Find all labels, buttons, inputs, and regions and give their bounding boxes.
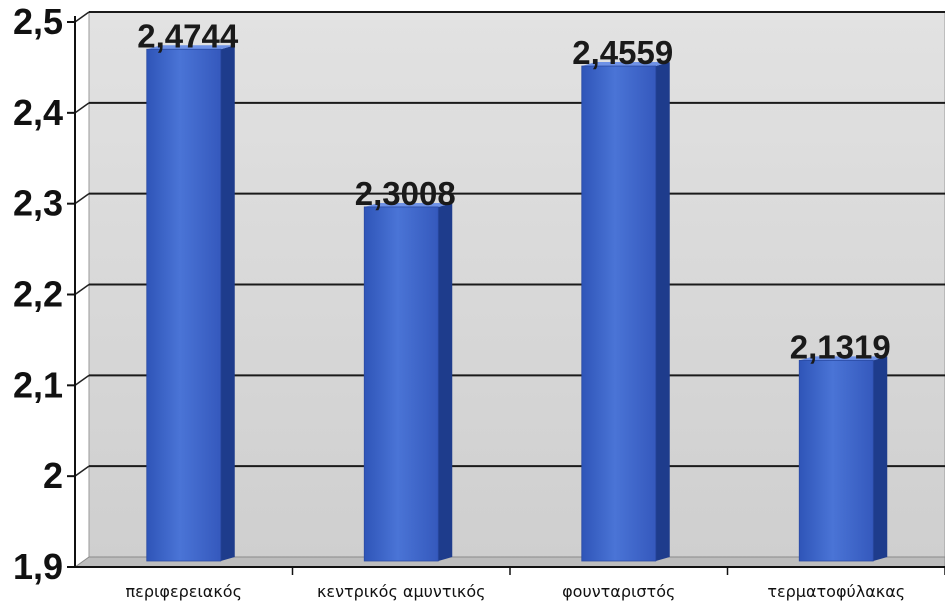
x-tick-label: περιφερειακός — [126, 582, 242, 601]
x-tick-label: τερματοφύλακας — [767, 582, 905, 601]
y-tick-label: 1,9 — [13, 546, 63, 587]
gridline-depth — [75, 103, 89, 113]
x-tick-label: φουνταριστός — [562, 582, 675, 601]
gridline-depth — [75, 285, 89, 295]
y-tick-label: 2,3 — [13, 183, 63, 224]
bar-side — [221, 45, 235, 561]
y-tick-label: 2,4 — [13, 92, 63, 133]
bar — [582, 66, 656, 561]
y-tick-label: 2,1 — [13, 364, 63, 405]
data-label: 2,3008 — [355, 175, 456, 212]
y-tick-label: 2,5 — [13, 1, 63, 42]
data-label: 2,4744 — [137, 17, 239, 54]
bar — [147, 49, 221, 561]
bar — [799, 360, 873, 561]
bar-side — [438, 203, 452, 561]
bar-side — [873, 356, 887, 561]
y-tick-label: 2,2 — [13, 274, 63, 315]
gridline-depth — [75, 194, 89, 204]
y-tick-label: 2 — [43, 455, 63, 496]
x-tick-label: κεντρικός αμυντικός — [317, 582, 486, 601]
data-label: 2,1319 — [790, 328, 891, 365]
bar — [364, 207, 438, 561]
x-axis-ticks: περιφερειακός κεντρικός αμυντικός φουνταρι… — [126, 567, 945, 601]
y-axis-ticks: 1,9 2 2,1 2,2 2,3 2,4 2,5 — [13, 1, 75, 587]
gridline-depth — [75, 375, 89, 385]
data-label: 2,4559 — [572, 34, 673, 71]
gridline-depth — [75, 12, 89, 22]
gridline-depth — [75, 466, 89, 476]
bar-side — [656, 62, 670, 561]
